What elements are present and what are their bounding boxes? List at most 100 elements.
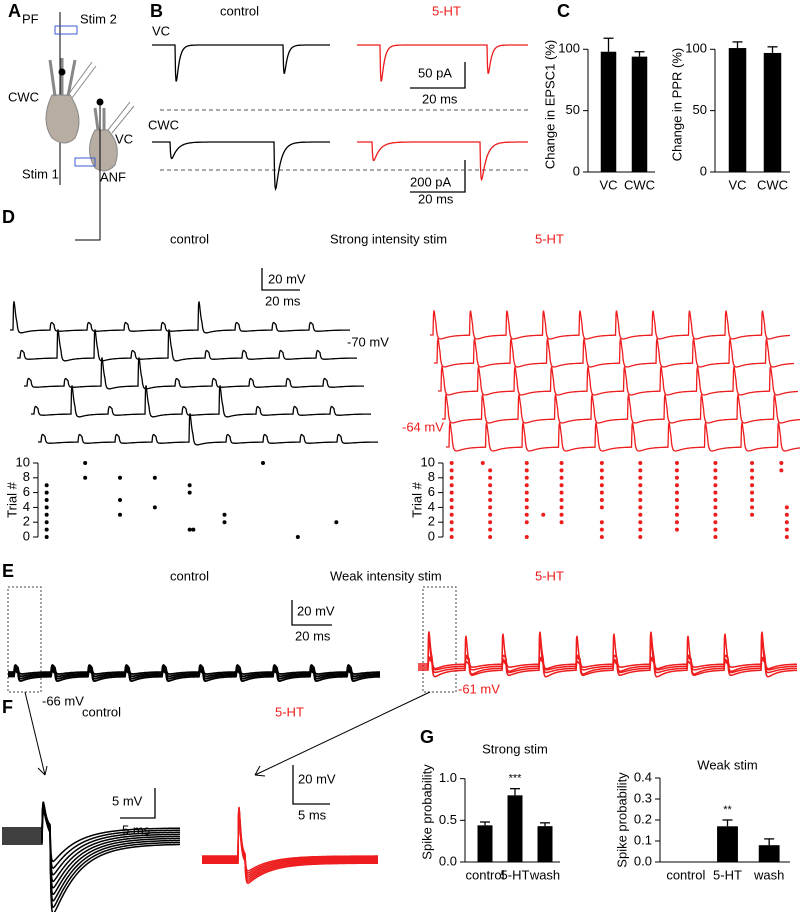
trace xyxy=(17,329,357,362)
raster-dot xyxy=(750,505,755,510)
raster-dot xyxy=(674,468,679,473)
raster-dot xyxy=(449,505,454,510)
raster-dot xyxy=(488,535,493,539)
bar xyxy=(763,52,782,172)
raster-dot xyxy=(524,505,529,510)
y-axis-label: Trial # xyxy=(4,481,19,517)
trace xyxy=(2,805,180,896)
trace xyxy=(2,810,180,915)
x-tick-label: VC xyxy=(599,177,617,192)
raster-dot xyxy=(152,505,157,510)
scale-label: 50 pA xyxy=(418,65,452,80)
raster-dot xyxy=(599,527,604,532)
label: -61 mV xyxy=(458,681,500,696)
raster-dot xyxy=(599,468,604,473)
trace xyxy=(24,357,364,390)
raster-dot xyxy=(638,520,643,525)
y-tick-label: 6 xyxy=(23,484,30,499)
trace xyxy=(357,44,528,82)
scale-label: 20 ms xyxy=(418,191,454,206)
trace xyxy=(418,637,797,678)
raster-dot xyxy=(222,512,227,517)
raster-dot xyxy=(713,468,718,473)
trace xyxy=(446,422,800,452)
raster-dot xyxy=(599,483,604,488)
raster-dot xyxy=(187,490,192,495)
raster-dot xyxy=(83,475,88,480)
trace xyxy=(434,338,794,368)
panel-letter: E xyxy=(2,561,14,581)
arrow xyxy=(254,691,431,776)
cell-drawing xyxy=(45,12,135,241)
trace xyxy=(152,141,330,191)
raster-dot xyxy=(599,475,604,480)
raster-dot xyxy=(488,520,493,525)
scale-label: 20 mV xyxy=(298,771,336,786)
y-tick-label: 0 xyxy=(573,163,580,178)
raster-dot xyxy=(541,512,546,517)
raster-dot xyxy=(559,498,564,502)
y-tick-label: 2 xyxy=(23,514,30,529)
raster-dot xyxy=(559,468,564,473)
electrode xyxy=(54,25,78,35)
y-tick-label: 0.0 xyxy=(439,853,457,868)
trace xyxy=(2,801,180,863)
zoom-box xyxy=(422,586,457,693)
raster-dot xyxy=(638,468,643,473)
label: CWC xyxy=(8,89,39,104)
raster-dot xyxy=(559,512,564,517)
scale-bar xyxy=(292,765,330,805)
significance: *** xyxy=(509,773,523,785)
y-tick-label: 0 xyxy=(428,528,435,543)
trace xyxy=(2,807,180,902)
label: ANF xyxy=(100,169,126,184)
raster-dot xyxy=(449,468,454,473)
y-tick-label: 2 xyxy=(428,514,435,529)
x-tick-label: control xyxy=(465,867,504,882)
raster-dot xyxy=(559,461,564,465)
y-axis-label: Change in PPR (%) xyxy=(669,48,684,161)
raster-dot xyxy=(524,475,529,480)
raster-dot xyxy=(449,498,454,502)
raster-dot xyxy=(44,512,49,517)
x-tick-label: wash xyxy=(753,867,784,882)
raster-dot xyxy=(152,475,157,480)
label: VC xyxy=(152,23,170,38)
trace xyxy=(202,809,378,876)
raster-dot xyxy=(44,520,49,525)
y-tick-label: 0.3 xyxy=(634,790,652,805)
raster-dot xyxy=(222,520,227,525)
x-tick-label: 5-HT xyxy=(713,867,742,882)
y-axis-label: Change in EPSC1 (%) xyxy=(542,40,557,169)
raster-dot xyxy=(559,520,564,525)
bar xyxy=(600,51,617,172)
raster-dot xyxy=(638,490,643,495)
scale-bar xyxy=(120,788,156,819)
raster-dot xyxy=(599,461,604,465)
y-axis-label: Spike probability xyxy=(419,764,434,860)
raster-dot xyxy=(187,483,192,488)
label: 5-HT xyxy=(432,3,461,18)
scale-label: 20 mV xyxy=(268,271,306,286)
synapse xyxy=(58,68,66,76)
label: 5-HT xyxy=(535,568,564,583)
raster-dot xyxy=(638,512,643,517)
y-tick-label: 0 xyxy=(700,163,707,178)
y-tick-label: 4 xyxy=(428,499,435,514)
label: control xyxy=(220,3,259,18)
y-tick-label: 0.4 xyxy=(634,769,652,784)
raster-dot xyxy=(83,461,88,465)
bar xyxy=(717,826,738,862)
dendrite xyxy=(48,58,77,97)
raster-dot xyxy=(713,535,718,539)
raster-dot xyxy=(44,527,49,532)
raster-dot xyxy=(750,483,755,488)
bar xyxy=(758,845,780,862)
raster-dot xyxy=(44,505,49,510)
y-tick-label: 50 xyxy=(566,102,580,117)
raster-dot xyxy=(638,505,643,510)
raster-dot xyxy=(449,490,454,495)
raster-dot xyxy=(779,468,784,473)
label: 5-HT xyxy=(535,231,564,246)
chart-title: Strong stim xyxy=(482,741,548,756)
